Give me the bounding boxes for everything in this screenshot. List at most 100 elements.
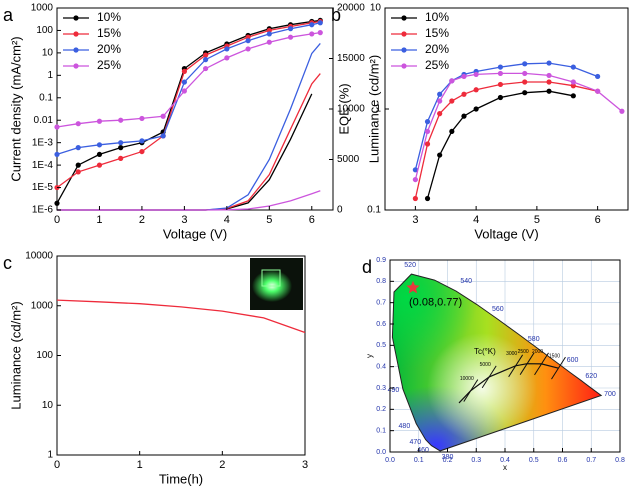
series-line [56, 31, 321, 128]
y-tick-label: 1E-6 [32, 205, 54, 216]
data-point [96, 142, 103, 148]
spectral-locus [391, 273, 603, 452]
y-axis-label: Luminance (cd/m²) [8, 301, 23, 409]
data-point [412, 195, 418, 202]
x-axis-label: Voltage (V) [163, 226, 227, 241]
panel-label: d [362, 257, 372, 277]
legend-marker [401, 47, 407, 53]
y2-tick-label: 10000 [337, 104, 365, 115]
series-line [57, 190, 321, 211]
y-tick-label: 0.1 [376, 428, 386, 435]
x-tick-label: 0.3 [471, 457, 481, 464]
x-tick-label: 5 [534, 214, 540, 226]
x-tick-label: 1 [96, 214, 102, 226]
data-point [75, 145, 81, 151]
y-tick-label: 1000 [31, 300, 54, 311]
y-tick-label: 0.2 [376, 406, 386, 413]
x-axis-label: x [503, 463, 507, 472]
cct-label: 10000 [460, 376, 474, 382]
series-line [414, 62, 598, 170]
wavelength-label: 620 [585, 373, 597, 380]
data-point [317, 20, 323, 26]
legend-label: 15% [97, 26, 121, 40]
data-point [96, 118, 103, 124]
gamut-green [392, 274, 478, 369]
legend-label: 10% [425, 10, 449, 24]
data-point [287, 26, 294, 32]
isotherm [551, 356, 566, 380]
data-point [266, 39, 272, 45]
data-point [118, 155, 124, 161]
y-tick-label: 100 [36, 350, 53, 361]
x-tick-label: 5 [266, 214, 272, 226]
data-point [287, 34, 294, 40]
legend-label: 10% [97, 10, 121, 24]
x-tick-label: 0.5 [529, 457, 539, 464]
y-tick-label: 1 [47, 70, 53, 81]
legend-marker [73, 15, 79, 21]
data-point [118, 145, 124, 151]
data-point [75, 162, 81, 168]
cct-title: Tc(°K) [474, 347, 496, 356]
data-point [139, 148, 145, 155]
y-tick-label: 10 [42, 48, 54, 59]
data-point [497, 70, 504, 77]
cct-label: 2500 [518, 349, 529, 355]
wavelength-label: 470 [409, 439, 421, 446]
y2-axis-label: Luminance (cd/m²) [366, 55, 381, 163]
data-point [449, 128, 455, 135]
x-tick-label: 0.0 [385, 457, 395, 464]
series-line [414, 81, 598, 199]
data-point [497, 64, 504, 70]
data-point [309, 31, 315, 37]
y-tick-label: 0.4 [376, 364, 386, 371]
data-point [160, 113, 166, 119]
x-tick-label: 4 [224, 214, 230, 226]
annotation: (0.08,0.77) [409, 297, 462, 309]
series-line [57, 93, 313, 211]
data-point [203, 52, 209, 58]
panel-label: b [331, 5, 341, 25]
x-tick-label: 0.6 [558, 457, 568, 464]
x-tick-label: 0 [54, 459, 60, 471]
wavelength-label: 600 [567, 357, 579, 364]
data-point [437, 98, 443, 104]
y-tick-label: 10 [42, 400, 54, 411]
series-line [56, 19, 321, 204]
legend-marker [73, 47, 79, 53]
series-line [426, 90, 574, 199]
panel-label: c [3, 253, 12, 273]
data-point [54, 200, 60, 206]
data-point [461, 113, 467, 119]
y-tick-label: 0.9 [376, 257, 386, 264]
data-point [54, 151, 60, 158]
legend-marker [401, 15, 407, 21]
plot-frame [384, 7, 629, 211]
data-point [224, 46, 230, 52]
legend-label: 20% [97, 42, 121, 56]
isotherm [463, 379, 479, 402]
data-point [118, 117, 124, 123]
legend-label: 25% [425, 58, 449, 72]
data-point [139, 115, 145, 122]
isotherm [508, 354, 524, 378]
data-point [181, 88, 187, 94]
legend-marker [73, 63, 79, 69]
data-point [406, 280, 420, 294]
wavelength-label: 490 [388, 387, 400, 394]
data-point [245, 38, 251, 44]
x-tick-label: 3 [412, 214, 418, 226]
inset-device [261, 269, 281, 287]
data-point [522, 90, 528, 96]
cct-label: 5000 [480, 362, 491, 368]
y-tick-label: 0.3 [376, 385, 386, 392]
data-point [424, 141, 431, 147]
y2-tick-label: 20000 [337, 3, 365, 14]
data-point [497, 94, 504, 101]
x-axis-label: Time(h) [159, 471, 203, 486]
data-point [461, 73, 467, 80]
isotherm [534, 352, 549, 376]
data-point [570, 93, 576, 99]
legend-label: 15% [425, 26, 449, 40]
data-point [317, 30, 323, 36]
